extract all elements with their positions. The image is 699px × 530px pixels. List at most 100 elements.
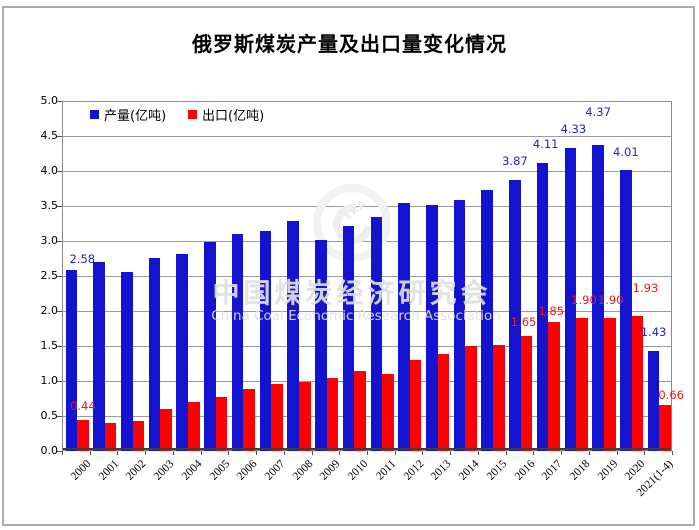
- x-axis-tick: [117, 451, 119, 455]
- bar-production-2012: [398, 202, 410, 451]
- x-axis-tick: [450, 451, 452, 455]
- watermark-english-text: China Coal Economic Research Association: [211, 308, 501, 324]
- data-label-export-2019: 1.90: [597, 293, 624, 307]
- y-axis-tick-label: 0.5: [40, 409, 59, 422]
- y-axis-tick-label: 3.5: [40, 199, 59, 212]
- bar-production-2019: [592, 145, 604, 451]
- bar-production-2003: [148, 257, 161, 451]
- bar-export-2021(1-4): [659, 404, 671, 451]
- y-axis-tick: [57, 276, 62, 277]
- gridline: [63, 346, 671, 347]
- x-axis-tick: [89, 451, 91, 455]
- bar-production-2021(1-4): [647, 350, 660, 451]
- gridline: [63, 416, 671, 417]
- x-axis-tick: [477, 451, 479, 455]
- x-axis-tick: [533, 451, 535, 455]
- bar-export-2004: [188, 402, 200, 451]
- y-axis-tick-label: 0.0: [40, 444, 59, 457]
- y-axis-tick: [57, 346, 62, 347]
- data-label-production-2000: 2.58: [69, 252, 96, 267]
- bar-export-2003: [160, 409, 172, 451]
- x-axis-tick: [228, 451, 230, 455]
- bar-export-2020: [631, 315, 644, 451]
- bar-export-2002: [132, 420, 145, 451]
- bar-production-2011: [370, 216, 383, 451]
- x-axis-tick: [311, 451, 313, 455]
- legend-item-export: 出口(亿吨): [188, 105, 264, 124]
- bar-export-2011: [382, 374, 394, 451]
- x-axis-tick: [422, 451, 424, 455]
- bar-production-2015: [481, 189, 493, 451]
- x-axis-tick: [561, 451, 563, 455]
- gridline: [63, 136, 671, 137]
- x-axis-tick: [394, 451, 396, 455]
- x-axis-tick: [339, 451, 341, 455]
- data-label-production-2019: 4.37: [585, 105, 611, 120]
- y-axis-tick: [57, 451, 62, 452]
- y-axis-tick-label: 1.5: [40, 339, 59, 352]
- y-axis-tick-label: 1.0: [40, 374, 59, 387]
- x-axis-tick: [644, 451, 646, 455]
- x-axis-tick: [672, 451, 673, 455]
- y-axis-tick-label: 2.0: [40, 304, 59, 317]
- bar-production-2018: [564, 147, 577, 451]
- bar-export-2009: [326, 377, 339, 451]
- x-axis-tick: [505, 451, 507, 455]
- x-axis-tick: [62, 451, 63, 455]
- legend-label-production: 产量(亿吨): [104, 109, 167, 124]
- bar-production-2013: [425, 204, 438, 451]
- bar-export-2012: [409, 360, 422, 451]
- bar-production-2016: [509, 180, 521, 451]
- bar-export-2005: [215, 397, 228, 451]
- gridline: [63, 171, 671, 172]
- x-axis-tick: [588, 451, 590, 455]
- y-axis-tick: [57, 101, 62, 102]
- bar-export-2014: [465, 346, 477, 451]
- y-axis-tick-label: 2.5: [40, 269, 59, 282]
- y-axis-tick: [57, 241, 62, 242]
- bar-production-2010: [342, 225, 355, 451]
- bar-production-2020: [620, 170, 632, 451]
- bar-export-2000: [77, 420, 89, 451]
- x-axis-tick: [283, 451, 285, 455]
- data-label-production-2017: 4.11: [532, 137, 559, 152]
- x-axis-tick: [145, 451, 147, 455]
- bar-production-2000: [65, 270, 78, 451]
- data-label-production-2020: 4.01: [613, 145, 639, 160]
- gridline: [63, 381, 671, 382]
- data-label-export-2018: 1.90: [571, 293, 597, 307]
- bar-production-2006: [231, 234, 244, 451]
- data-label-export-2020: 1.93: [632, 280, 659, 295]
- x-axis-line: [63, 448, 671, 450]
- legend-label-export: 出口(亿吨): [202, 109, 265, 124]
- data-label-export-2021(1-4): 0.66: [658, 387, 684, 402]
- bar-production-2004: [176, 254, 188, 451]
- bar-export-2007: [271, 383, 283, 451]
- y-axis-tick: [57, 416, 62, 417]
- bar-production-2005: [204, 242, 216, 451]
- chart-title: 俄罗斯煤炭产量及出口量变化情况: [192, 32, 507, 56]
- bar-export-2013: [437, 353, 450, 451]
- bar-export-2017: [548, 321, 561, 451]
- gridline: [63, 311, 671, 312]
- x-axis-tick: [256, 451, 258, 455]
- export-swatch-icon: [188, 110, 197, 119]
- bar-production-2008: [287, 221, 299, 451]
- y-axis-tick: [57, 381, 62, 382]
- y-axis-tick-label: 3.0: [40, 234, 59, 247]
- gridline: [63, 276, 671, 277]
- y-axis-tick-label: 4.0: [40, 164, 59, 177]
- bar-export-2019: [603, 318, 616, 451]
- data-label-production-2016: 3.87: [502, 154, 528, 169]
- y-axis-tick: [57, 171, 62, 172]
- bar-export-2015: [493, 345, 505, 451]
- production-swatch-icon: [90, 110, 99, 119]
- y-axis-tick-label: 4.5: [40, 129, 59, 142]
- bar-production-2017: [536, 163, 549, 451]
- bar-production-2007: [259, 231, 272, 451]
- y-axis-tick: [57, 206, 62, 207]
- bar-export-2001: [104, 423, 117, 451]
- watermark-chinese-text: 中国煤炭经济研究会: [212, 278, 492, 310]
- bar-export-2016: [520, 335, 533, 451]
